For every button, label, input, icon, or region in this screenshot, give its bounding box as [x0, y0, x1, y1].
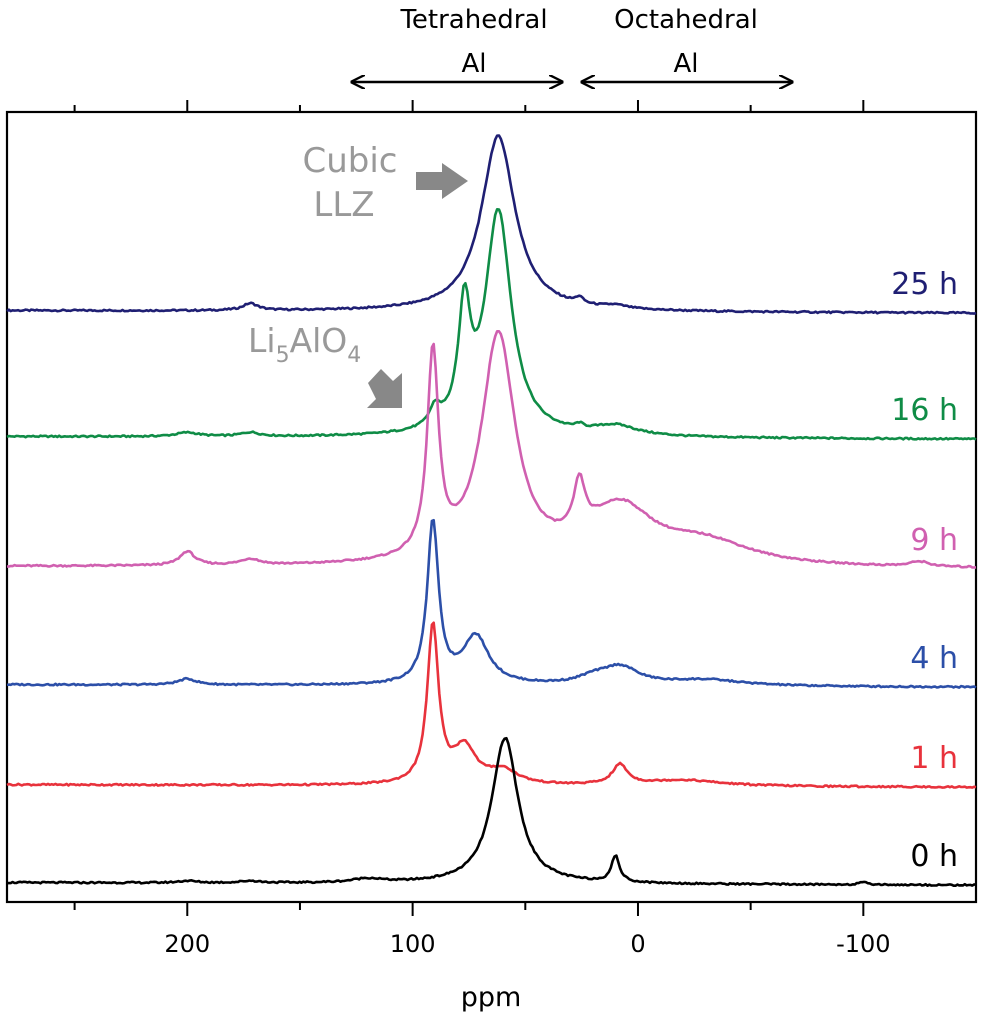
series-label: 0 h: [910, 839, 958, 874]
li5alo4-label: Li5AlO4: [248, 321, 361, 368]
x-tick-label: 200: [164, 930, 210, 958]
tetrahedral-al-label: Al: [461, 49, 486, 79]
series-line: [6, 208, 977, 441]
series-label: 9 h: [910, 523, 958, 558]
octahedral-label: Octahedral: [614, 5, 758, 35]
x-tick-label: -100: [836, 930, 890, 958]
octahedral-al-label: Al: [673, 49, 698, 79]
li5alo4-sub5: 5: [276, 343, 290, 368]
series-labels: 25 h 16 h 9 h 4 h 1 h 0 h: [891, 267, 958, 874]
x-tick-label: 0: [630, 930, 645, 958]
x-tick-label: 100: [390, 930, 436, 958]
series-label: 25 h: [891, 267, 958, 302]
cubic-llz-callout: Cubic LLZ: [302, 141, 468, 225]
series-label: 1 h: [910, 741, 958, 776]
range-annotations: Tetrahedral Al Octahedral Al: [352, 5, 792, 82]
x-axis-tick-labels: 200 100 0 -100: [164, 930, 890, 958]
spectra-series: [6, 134, 977, 887]
llz-label: LLZ: [313, 185, 374, 225]
li5alo4-arrow: [367, 369, 402, 408]
cubic-label: Cubic: [302, 141, 397, 181]
series-line: [6, 736, 977, 887]
li5alo4-alo: AlO: [290, 321, 348, 360]
li5alo4-callout: Li5AlO4: [248, 321, 402, 408]
cubic-llz-arrow: [416, 163, 468, 199]
plot-frame: [5, 110, 978, 904]
x-axis-ticks: [73, 100, 865, 916]
tetrahedral-label: Tetrahedral: [399, 5, 547, 35]
series-line: [6, 134, 977, 315]
series-line: [6, 518, 977, 689]
li5alo4-sub4: 4: [347, 343, 361, 368]
series-label: 16 h: [891, 393, 958, 428]
series-line: [6, 621, 977, 789]
x-axis-label: ppm: [461, 982, 522, 1013]
series-label: 4 h: [910, 641, 958, 676]
li5alo4-li: Li: [248, 321, 276, 360]
series-line: [6, 330, 977, 569]
